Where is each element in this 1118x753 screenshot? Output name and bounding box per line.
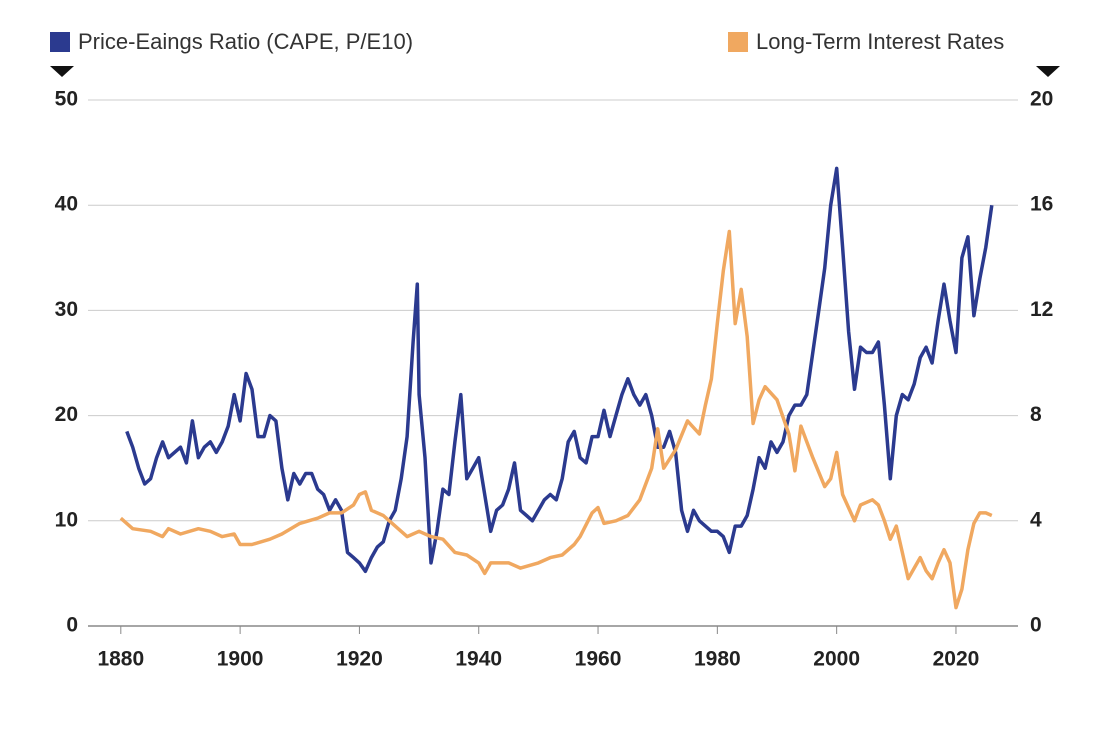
y-tick-label: 0 [66,614,78,637]
series-line [125,166,994,574]
y2-tick-label: 20 [1030,88,1053,111]
y-tick-label: 40 [55,193,78,216]
x-tick-label: 1900 [217,648,264,671]
x-tick-label: 1920 [336,648,383,671]
y-tick-label: 10 [55,508,78,531]
legend-swatch [728,32,748,52]
right-axis-marker [1036,66,1060,77]
y-tick-label: 50 [55,88,78,111]
y2-tick-label: 4 [1030,508,1042,531]
x-tick-label: 2000 [813,648,860,671]
y2-tick-label: 16 [1030,193,1053,216]
y2-tick-label: 12 [1030,298,1053,321]
y-tick-label: 20 [55,403,78,426]
x-tick-label: 1880 [97,648,144,671]
y2-tick-label: 0 [1030,614,1042,637]
y2-tick-label: 8 [1030,403,1042,426]
legend-label: Price-Eaings Ratio (CAPE, P/E10) [78,29,413,54]
legend-label: Long-Term Interest Rates [756,29,1004,54]
x-tick-label: 1960 [575,648,622,671]
left-axis-marker [50,66,74,77]
x-tick-label: 1980 [694,648,741,671]
x-tick-label: 2020 [933,648,980,671]
legend-swatch [50,32,70,52]
series-line [119,229,993,610]
x-tick-label: 1940 [455,648,502,671]
y-tick-label: 30 [55,298,78,321]
